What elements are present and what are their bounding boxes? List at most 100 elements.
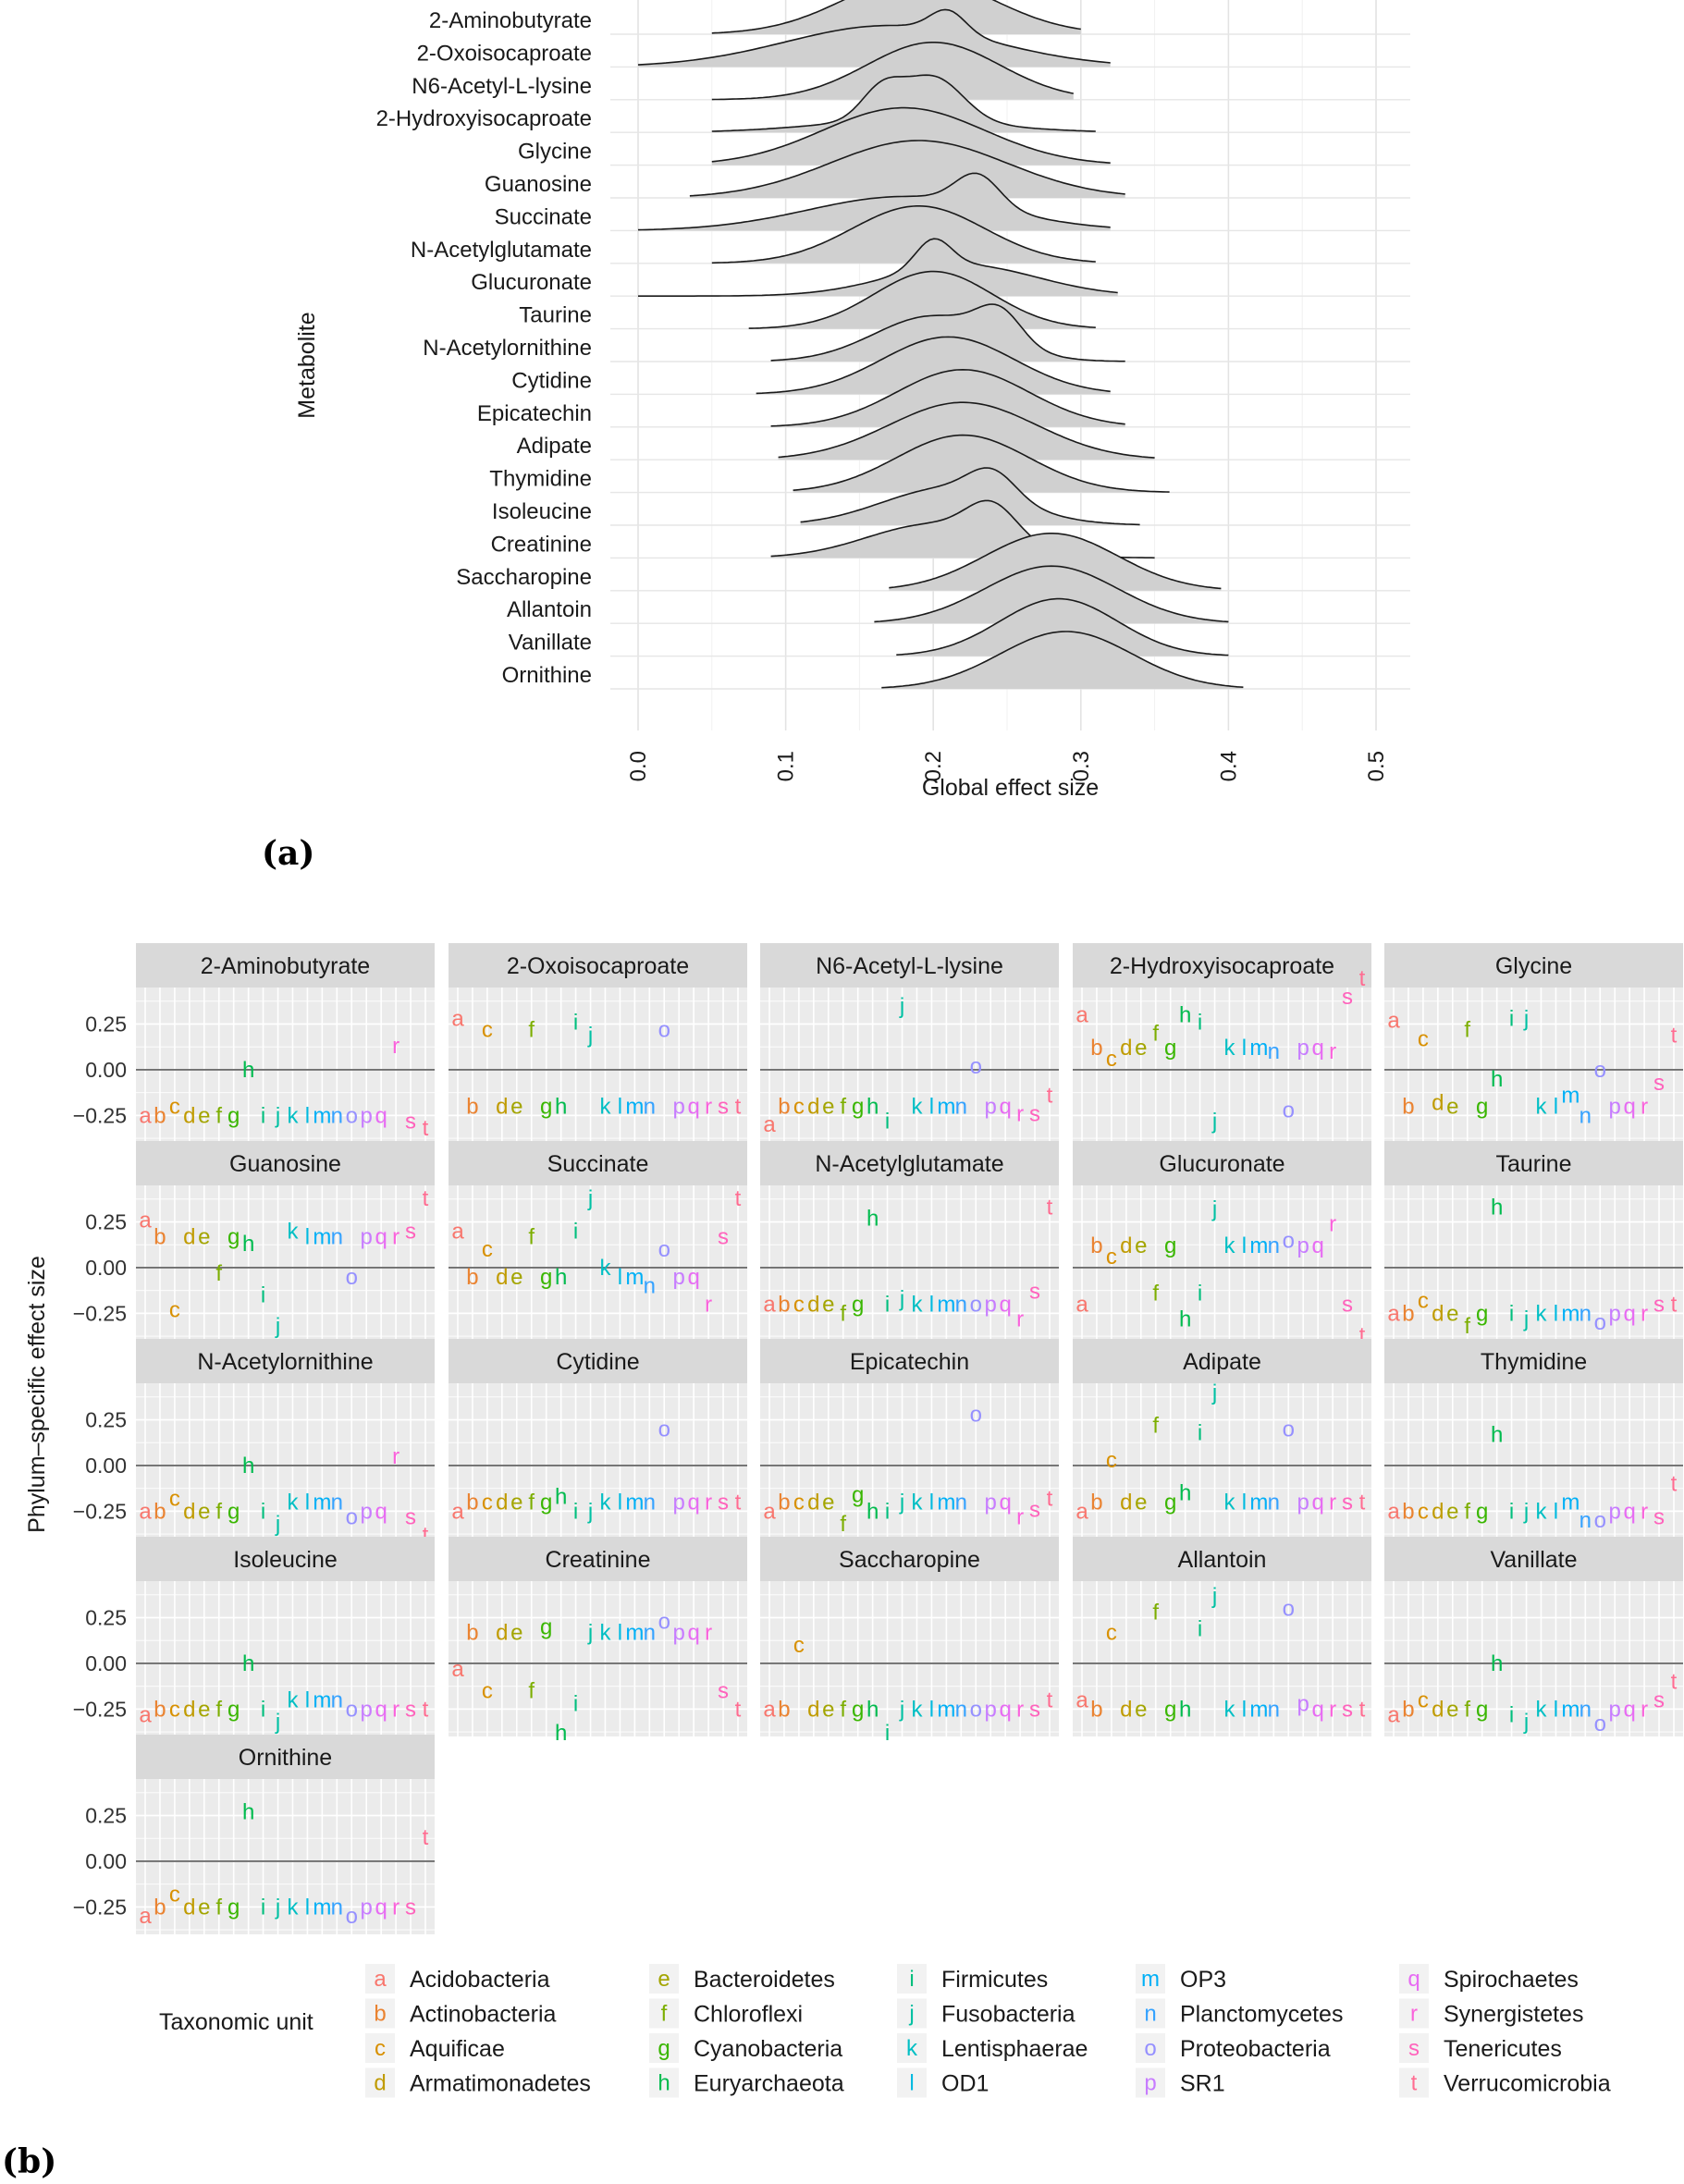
y-tick-label: 0.25 <box>85 1408 127 1432</box>
taxon-point-j: j <box>899 1490 904 1515</box>
taxon-point-c: c <box>793 1490 805 1515</box>
ridge-allantoin <box>874 565 1229 624</box>
y-tick-label: 0.25 <box>85 1804 127 1828</box>
facet-strip <box>136 1339 435 1383</box>
taxon-point-n: n <box>955 1292 967 1317</box>
facet-strip <box>449 1537 747 1581</box>
taxon-point-m: m <box>625 1620 644 1645</box>
taxon-point-r: r <box>392 1895 399 1920</box>
taxon-point-a: a <box>139 1499 152 1524</box>
taxon-point-t: t <box>1359 1697 1366 1722</box>
facet-n6-acetyl-l-lysine: N6-Acetyl-L-lysine ab c d e f g hi j k l m nop q r st <box>760 943 1059 1143</box>
taxon-point-k: k <box>287 1490 299 1515</box>
taxon-point-a: a <box>763 1697 776 1722</box>
legend-item-b: b Actinobacteria <box>365 1998 557 2029</box>
taxon-point-t: t <box>1359 966 1366 991</box>
taxon-point-m: m <box>937 1697 955 1722</box>
taxon-point-q: q <box>1311 1490 1323 1515</box>
facet-title: Thymidine <box>1481 1349 1587 1375</box>
taxon-point-i: i <box>1198 1420 1202 1445</box>
taxon-point-h: h <box>1179 1697 1191 1722</box>
taxon-point-l: l <box>618 1094 622 1119</box>
taxon-point-f: f <box>840 1512 846 1537</box>
y-tick-label: −0.25 <box>73 1697 127 1721</box>
legend-label: Aquificae <box>410 2036 505 2062</box>
facet-title: N-Acetylornithine <box>197 1349 373 1375</box>
taxon-point-a: a <box>139 1103 152 1128</box>
taxon-point-l: l <box>305 1895 310 1920</box>
taxon-point-c: c <box>482 1679 493 1704</box>
taxon-point-m: m <box>625 1094 644 1119</box>
taxon-point-h: h <box>242 1454 254 1478</box>
subfigure-caption-a: (a) <box>262 834 314 873</box>
taxon-point-s: s <box>405 1504 416 1529</box>
taxon-point-e: e <box>510 1094 522 1119</box>
ridge-glycine <box>711 106 1111 166</box>
ridge-fill <box>689 141 1125 198</box>
taxon-point-o: o <box>658 1017 670 1042</box>
taxon-point-a: a <box>1387 1702 1400 1727</box>
taxon-point-i: i <box>261 1103 265 1128</box>
taxon-point-q: q <box>687 1265 699 1290</box>
taxon-point-k: k <box>1223 1233 1235 1258</box>
taxon-point-e: e <box>198 1895 210 1920</box>
taxon-point-p: p <box>1609 1499 1621 1524</box>
legend-key-letter: o <box>1144 2036 1156 2061</box>
taxon-point-o: o <box>1283 1098 1295 1123</box>
taxon-point-s: s <box>1653 1504 1665 1529</box>
taxon-point-r: r <box>1016 1504 1024 1529</box>
taxon-point-b: b <box>154 1697 166 1722</box>
taxon-point-r: r <box>392 1444 399 1469</box>
taxon-point-r: r <box>1641 1499 1648 1524</box>
ridge-fill <box>896 598 1229 656</box>
ridge-fill <box>800 468 1140 525</box>
taxon-point-c: c <box>482 1237 493 1262</box>
y-tick-label: N6-Acetyl-L-lysine <box>412 74 592 99</box>
facet-title: Cytidine <box>556 1349 639 1375</box>
taxon-point-b: b <box>1090 1233 1102 1258</box>
taxon-point-d: d <box>807 1490 819 1515</box>
ridge-line <box>778 401 1155 459</box>
y-tick-label: 0.00 <box>85 1256 127 1280</box>
taxon-point-k: k <box>287 1103 299 1128</box>
ridge-line <box>881 631 1244 689</box>
taxon-point-l: l <box>1242 1697 1247 1722</box>
ridge-line <box>889 533 1222 590</box>
taxon-point-i: i <box>573 1499 578 1524</box>
taxon-point-g: g <box>852 1697 864 1722</box>
taxon-point-m: m <box>1249 1233 1268 1258</box>
taxon-point-r: r <box>1329 1039 1336 1064</box>
taxon-point-f: f <box>215 1499 222 1524</box>
taxon-point-b: b <box>1090 1490 1102 1515</box>
legend-item-p: p SR1 <box>1136 2067 1225 2098</box>
legend-key <box>897 1964 927 1994</box>
taxon-point-h: h <box>555 1265 567 1290</box>
taxon-point-g: g <box>227 1224 240 1249</box>
taxon-point-i: i <box>1509 1301 1514 1326</box>
taxon-point-r: r <box>1641 1301 1648 1326</box>
legend-label: Chloroflexi <box>694 2002 803 2028</box>
facet-strip <box>1073 1537 1371 1581</box>
taxon-point-o: o <box>970 1697 982 1722</box>
taxon-point-f: f <box>528 1490 535 1515</box>
taxon-point-k: k <box>599 1256 611 1281</box>
x-tick-label: 0.1 <box>774 751 799 781</box>
facet-strip <box>760 943 1059 988</box>
taxon-point-k: k <box>911 1697 923 1722</box>
taxon-point-j: j <box>1211 1380 1217 1405</box>
x-tick-label: 0.3 <box>1069 751 1094 781</box>
taxon-point-h: h <box>555 1721 567 1746</box>
taxon-point-r: r <box>1329 1212 1336 1237</box>
y-tick-label: −0.25 <box>73 1103 127 1127</box>
ridge-line <box>711 42 1074 101</box>
taxon-point-r: r <box>1329 1697 1336 1722</box>
legend-key <box>649 2033 679 2063</box>
taxon-point-t: t <box>423 1186 429 1211</box>
taxon-point-b: b <box>1402 1499 1414 1524</box>
y-tick-label: Saccharopine <box>456 565 592 590</box>
taxon-point-p: p <box>673 1490 685 1515</box>
taxon-point-l: l <box>1554 1094 1558 1119</box>
taxon-point-p: p <box>673 1620 685 1645</box>
taxon-point-i: i <box>1509 1702 1514 1727</box>
